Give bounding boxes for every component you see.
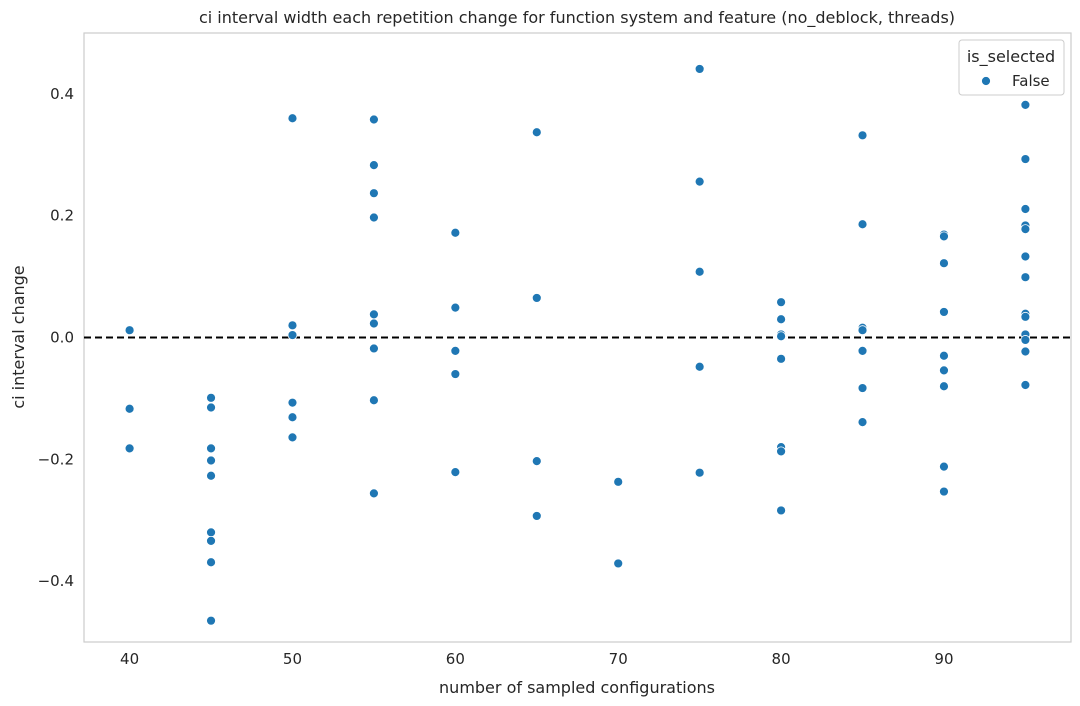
legend-label-false: False	[1012, 72, 1050, 90]
data-point	[287, 113, 298, 124]
legend-title: is_selected	[967, 47, 1055, 67]
data-point	[1020, 311, 1031, 322]
data-point	[369, 188, 379, 199]
data-point	[369, 309, 379, 320]
data-point	[939, 231, 949, 242]
data-point	[206, 455, 216, 466]
data-point	[206, 402, 216, 413]
data-point	[1020, 154, 1031, 164]
y-tick-label: 0.4	[50, 85, 74, 103]
data-point	[450, 345, 461, 356]
data-point	[1020, 224, 1031, 234]
data-point	[939, 461, 949, 472]
data-point	[694, 64, 705, 74]
data-point	[694, 361, 705, 372]
data-point	[776, 505, 786, 516]
data-point	[287, 432, 298, 443]
data-point	[857, 417, 868, 428]
data-point	[450, 302, 461, 313]
x-tick-label: 80	[772, 650, 791, 668]
y-tick-label: −0.2	[38, 450, 74, 468]
data-point	[450, 467, 461, 477]
data-point	[939, 258, 949, 269]
data-point	[776, 353, 786, 364]
data-point	[939, 307, 949, 317]
data-point	[531, 293, 542, 303]
data-point	[369, 114, 379, 125]
data-point	[857, 325, 868, 336]
data-point	[1020, 272, 1031, 283]
plot-area	[83, 32, 1072, 643]
data-point	[1020, 251, 1031, 262]
data-point	[287, 397, 298, 408]
data-point	[776, 314, 786, 325]
data-point	[939, 486, 949, 497]
data-point	[776, 446, 786, 457]
data-point	[206, 443, 216, 454]
data-point	[776, 297, 786, 308]
data-point	[531, 456, 542, 467]
x-tick-label: 60	[446, 650, 465, 668]
y-tick-label: 0.2	[50, 207, 74, 225]
y-axis-label: ci interval change	[9, 265, 28, 408]
data-points	[124, 64, 1031, 626]
x-axis-label: number of sampled configurations	[439, 678, 715, 697]
data-point	[613, 476, 624, 487]
data-point	[939, 350, 949, 361]
data-point	[206, 470, 216, 481]
data-point	[857, 383, 868, 393]
data-point	[287, 412, 298, 423]
data-point	[124, 403, 135, 414]
data-point	[776, 331, 786, 342]
data-point	[369, 160, 379, 171]
data-point	[857, 345, 868, 356]
data-point	[1020, 346, 1031, 357]
y-tick-label: −0.4	[38, 572, 74, 590]
data-point	[206, 615, 216, 626]
legend-marker	[981, 76, 991, 86]
data-point	[857, 219, 868, 230]
data-point	[369, 318, 379, 329]
data-point	[531, 127, 542, 138]
x-tick-label: 40	[120, 650, 139, 668]
data-point	[369, 395, 379, 406]
x-tick-label: 70	[609, 650, 628, 668]
data-point	[124, 325, 135, 336]
x-tick-label: 50	[283, 650, 302, 668]
chart-title: ci interval width each repetition change…	[199, 8, 955, 28]
data-point	[124, 443, 135, 454]
data-point	[287, 320, 298, 331]
data-point	[287, 330, 298, 340]
legend: is_selected False	[958, 39, 1065, 96]
data-point	[1020, 335, 1031, 345]
data-point	[206, 392, 216, 403]
data-point	[939, 381, 949, 392]
y-tick-label: 0.0	[50, 329, 74, 347]
data-point	[694, 467, 705, 478]
data-point	[369, 488, 379, 499]
y-tick-labels: −0.4 −0.2 0.0 0.2 0.4	[38, 85, 74, 590]
data-point	[613, 558, 624, 569]
data-point	[1020, 380, 1031, 390]
data-point	[206, 527, 216, 538]
data-point	[450, 369, 461, 379]
data-point	[206, 557, 216, 568]
x-tick-label: 90	[934, 650, 953, 668]
data-point	[939, 365, 949, 376]
data-point	[369, 212, 379, 223]
data-point	[694, 176, 705, 187]
data-point	[1020, 204, 1031, 214]
data-point	[369, 343, 379, 354]
data-point	[206, 536, 216, 546]
x-tick-labels: 40 50 60 70 80 90	[120, 650, 953, 668]
data-point	[857, 130, 868, 141]
data-point	[531, 511, 542, 521]
data-point	[1020, 99, 1031, 110]
data-point	[694, 266, 705, 277]
data-point	[450, 227, 461, 238]
